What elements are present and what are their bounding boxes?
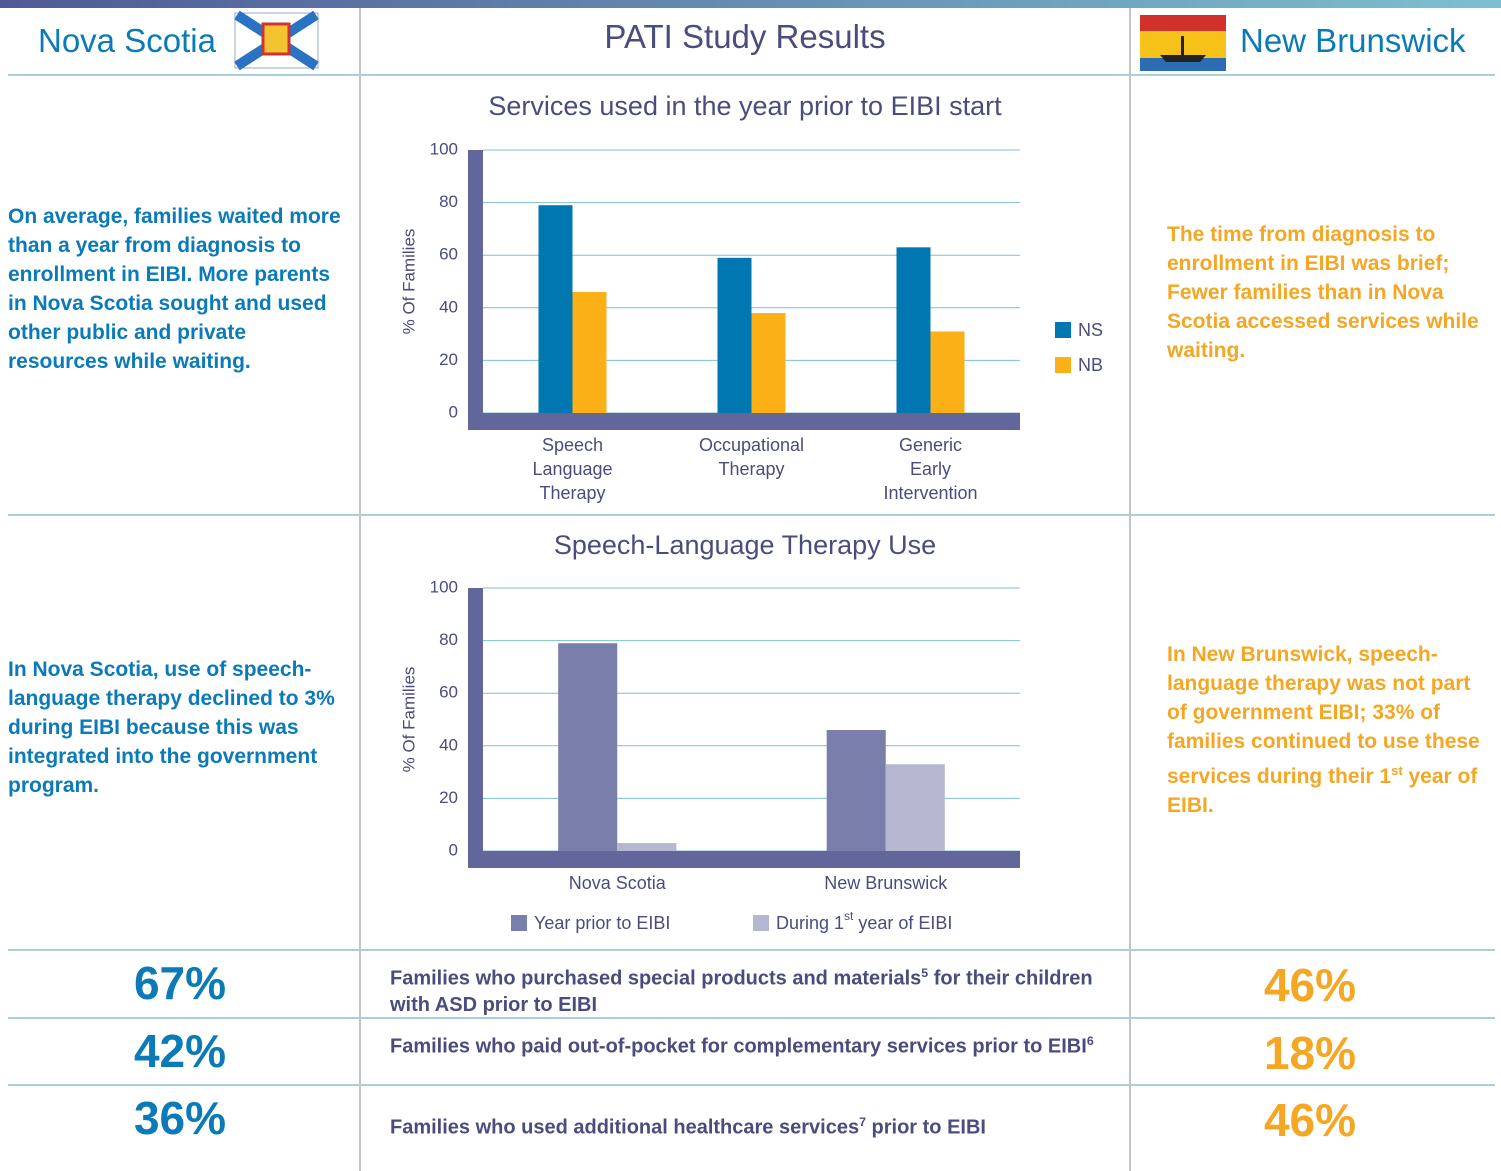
bar [538, 205, 573, 413]
stat-ns: 67% [133, 957, 227, 1009]
stat-label: Families who paid out-of-pocket for comp… [390, 1028, 1110, 1060]
text-part: 6 [1086, 1034, 1094, 1048]
bar [617, 843, 677, 851]
left-text: In Nova Scotia, use of speech-language t… [8, 655, 343, 800]
text-part: st [1391, 763, 1403, 778]
text-part: 5 [921, 966, 929, 980]
legend-label: During 1st year of EIBI [776, 909, 952, 933]
chart-title: Speech-Language Therapy Use [554, 530, 936, 560]
stat-ns: 42% [133, 1025, 227, 1077]
text-part: Families who paid out-of-pocket for comp… [390, 1035, 1087, 1058]
left-header: Nova Scotia [38, 22, 216, 59]
y-axis-label: % Of Families [399, 229, 418, 335]
y-tick-label: 100 [430, 139, 458, 158]
left-text: On average, families waited more than a … [8, 202, 343, 376]
nova-scotia-flag [234, 10, 319, 71]
text-part: year of EIBI. [1167, 765, 1478, 817]
x-tick-label: Generic Early Intervention [883, 435, 977, 503]
bar [572, 292, 607, 413]
x-tick-label: Speech Language Therapy [532, 435, 612, 503]
stat-ns: 36% [133, 1092, 227, 1144]
top-bar [0, 0, 1501, 8]
y-tick-label: 40 [439, 297, 458, 316]
y-tick-label: 20 [439, 350, 458, 369]
text-part: In Nova Scotia, use of speech-language t… [8, 658, 335, 797]
stat-label: Families who purchased special products … [390, 960, 1110, 1018]
y-axis [468, 588, 483, 868]
right-header: New Brunswick [1240, 22, 1466, 59]
legend-swatch [1055, 322, 1071, 338]
x-axis [468, 413, 1020, 430]
column-lines [359, 8, 1131, 1171]
text-part: Families who purchased special products … [390, 967, 922, 990]
bar [896, 247, 931, 413]
new-brunswick-flag [1140, 15, 1226, 71]
right-text: The time from diagnosis to enrollment in… [1167, 220, 1487, 365]
bar [558, 643, 618, 851]
text-part: In New Brunswick, speech-language therap… [1167, 643, 1480, 788]
text-part: Families who used additional healthcare … [390, 1116, 860, 1139]
stat-label: Families who used additional healthcare … [390, 1109, 1110, 1141]
y-tick-label: 100 [430, 577, 458, 596]
y-tick-label: 60 [439, 683, 458, 702]
bar [717, 257, 752, 413]
legend-swatch [753, 915, 769, 931]
text-part: prior to EIBI [865, 1116, 986, 1139]
chart-title: Services used in the year prior to EIBI … [488, 91, 1002, 121]
y-tick-label: 0 [449, 402, 458, 421]
y-tick-label: 0 [449, 840, 458, 859]
text-part: for their children with ASD prior to EIB… [390, 967, 1093, 1016]
y-tick-label: 40 [439, 735, 458, 754]
y-tick-label: 80 [439, 192, 458, 211]
stat-nb: 46% [1263, 959, 1357, 1011]
legend-swatch [1055, 357, 1071, 373]
x-tick-label: Occupational Therapy [699, 435, 804, 479]
right-text: In New Brunswick, speech-language therap… [1167, 640, 1487, 820]
legend-label: NS [1078, 320, 1103, 340]
text-part: The time from diagnosis to enrollment in… [1167, 223, 1479, 362]
x-axis [468, 851, 1020, 868]
text-part: 7 [859, 1115, 866, 1129]
y-tick-label: 80 [439, 630, 458, 649]
bar [826, 730, 886, 851]
y-axis [468, 150, 483, 430]
x-tick-label: Nova Scotia [569, 873, 667, 893]
x-tick-label: New Brunswick [824, 873, 948, 893]
y-axis-label: % Of Families [399, 667, 418, 773]
bar [751, 313, 786, 413]
legend-swatch [511, 915, 527, 931]
text-part: On average, families waited more than a … [8, 205, 341, 373]
stat-nb: 18% [1263, 1027, 1357, 1079]
y-tick-label: 60 [439, 245, 458, 264]
bar [885, 764, 945, 851]
bar [930, 331, 965, 413]
row-lines [8, 74, 1495, 1086]
y-tick-label: 20 [439, 788, 458, 807]
legend-label: Year prior to EIBI [534, 913, 670, 933]
center-header: PATI Study Results [604, 18, 886, 55]
legend-label: NB [1078, 355, 1103, 375]
stat-nb: 46% [1263, 1094, 1357, 1146]
